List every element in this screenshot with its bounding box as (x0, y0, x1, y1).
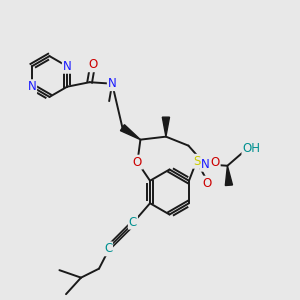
Text: O: O (133, 156, 142, 169)
Polygon shape (162, 117, 169, 137)
Polygon shape (120, 125, 140, 140)
Text: N: N (28, 80, 36, 93)
Text: O: O (211, 156, 220, 169)
Text: O: O (88, 58, 97, 71)
Text: N: N (200, 158, 209, 171)
Text: C: C (104, 242, 112, 255)
Polygon shape (225, 166, 233, 185)
Text: OH: OH (242, 142, 260, 155)
Text: N: N (108, 77, 116, 90)
Text: N: N (63, 60, 71, 73)
Text: S: S (193, 155, 200, 168)
Text: O: O (202, 177, 211, 190)
Text: C: C (129, 216, 137, 229)
